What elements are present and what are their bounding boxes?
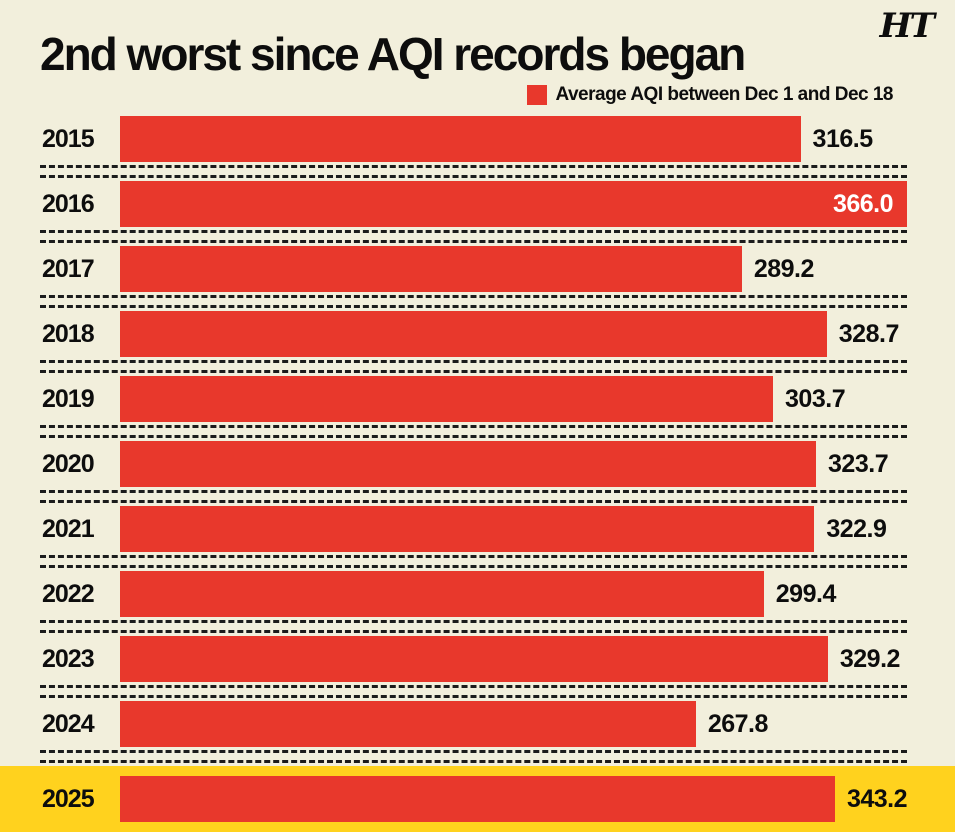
value-label: 366.0 bbox=[832, 189, 894, 218]
value-label: 322.9 bbox=[826, 514, 887, 543]
chart-row: 2025 343.2 bbox=[0, 766, 955, 832]
chart-row: 2022 299.4 bbox=[0, 571, 955, 618]
row-separator bbox=[40, 685, 907, 699]
bar-track: 299.4 bbox=[120, 571, 907, 618]
bar-chart: 2015 316.5 2016 366.0 2017 289.2 2018 328.7 2019… bbox=[0, 116, 955, 832]
bar-track: 343.2 bbox=[120, 776, 908, 823]
row-separator bbox=[40, 620, 907, 634]
chart-row: 2016 366.0 bbox=[0, 181, 955, 228]
row-separator bbox=[40, 360, 907, 374]
row-separator bbox=[40, 490, 907, 504]
chart-row: 2023 329.2 bbox=[0, 636, 955, 683]
value-label: 299.4 bbox=[775, 579, 837, 608]
bar-track: 329.2 bbox=[120, 636, 907, 683]
value-label: 329.2 bbox=[839, 644, 901, 673]
chart-row: 2020 323.7 bbox=[0, 441, 955, 488]
chart-legend: Average AQI between Dec 1 and Dec 18 bbox=[0, 84, 955, 112]
value-label: 267.8 bbox=[707, 709, 769, 738]
bar-track: 316.5 bbox=[120, 116, 907, 163]
value-label: 289.2 bbox=[753, 254, 815, 283]
page-title: 2nd worst since AQI records began bbox=[40, 28, 746, 80]
bar bbox=[120, 701, 696, 748]
chart-row: 2015 316.5 bbox=[0, 116, 955, 163]
bar bbox=[120, 246, 742, 293]
bar bbox=[120, 636, 828, 683]
bar-track: 267.8 bbox=[120, 701, 907, 748]
bar bbox=[120, 506, 815, 553]
bar bbox=[120, 776, 835, 823]
bar bbox=[120, 571, 764, 618]
bar bbox=[120, 311, 827, 358]
year-label: 2021 bbox=[42, 514, 95, 543]
value-label: 303.7 bbox=[785, 384, 846, 413]
year-label: 2020 bbox=[42, 449, 95, 478]
year-label: 2015 bbox=[42, 124, 95, 153]
bar-track: 322.9 bbox=[120, 506, 907, 553]
chart-row: 2018 328.7 bbox=[0, 311, 955, 358]
brand-logo: HT bbox=[879, 6, 935, 46]
row-separator bbox=[40, 295, 907, 309]
bar-track: 323.7 bbox=[120, 441, 907, 488]
chart-row: 2024 267.8 bbox=[0, 701, 955, 748]
year-label: 2025 bbox=[42, 784, 95, 813]
bar-track: 289.2 bbox=[120, 246, 907, 293]
year-label: 2017 bbox=[42, 254, 95, 283]
year-label: 2023 bbox=[42, 644, 95, 673]
row-separator bbox=[40, 750, 907, 764]
year-label: 2024 bbox=[42, 709, 95, 738]
bar-track: 303.7 bbox=[120, 376, 907, 423]
row-separator bbox=[40, 425, 907, 439]
row-separator bbox=[40, 555, 907, 569]
bar: 366.0 bbox=[120, 181, 907, 228]
legend-label: Average AQI between Dec 1 and Dec 18 bbox=[555, 84, 893, 106]
value-label: 316.5 bbox=[812, 124, 874, 153]
row-separator bbox=[40, 165, 907, 179]
row-separator bbox=[40, 230, 907, 244]
bar bbox=[120, 441, 817, 488]
chart-row: 2021 322.9 bbox=[0, 506, 955, 553]
value-label: 323.7 bbox=[828, 449, 889, 478]
bar-track: 328.7 bbox=[120, 311, 907, 358]
value-label: 343.2 bbox=[846, 784, 908, 813]
chart-row: 2017 289.2 bbox=[0, 246, 955, 293]
chart-row: 2019 303.7 bbox=[0, 376, 955, 423]
year-label: 2018 bbox=[42, 319, 95, 348]
value-label: 328.7 bbox=[838, 319, 900, 348]
year-label: 2016 bbox=[42, 189, 95, 218]
bar bbox=[120, 116, 801, 163]
bar-track: 366.0 bbox=[120, 181, 907, 228]
year-label: 2022 bbox=[42, 579, 95, 608]
header: HT 2nd worst since AQI records began bbox=[0, 0, 955, 78]
legend-swatch bbox=[527, 85, 548, 106]
year-label: 2019 bbox=[42, 384, 95, 413]
bar bbox=[120, 376, 774, 423]
